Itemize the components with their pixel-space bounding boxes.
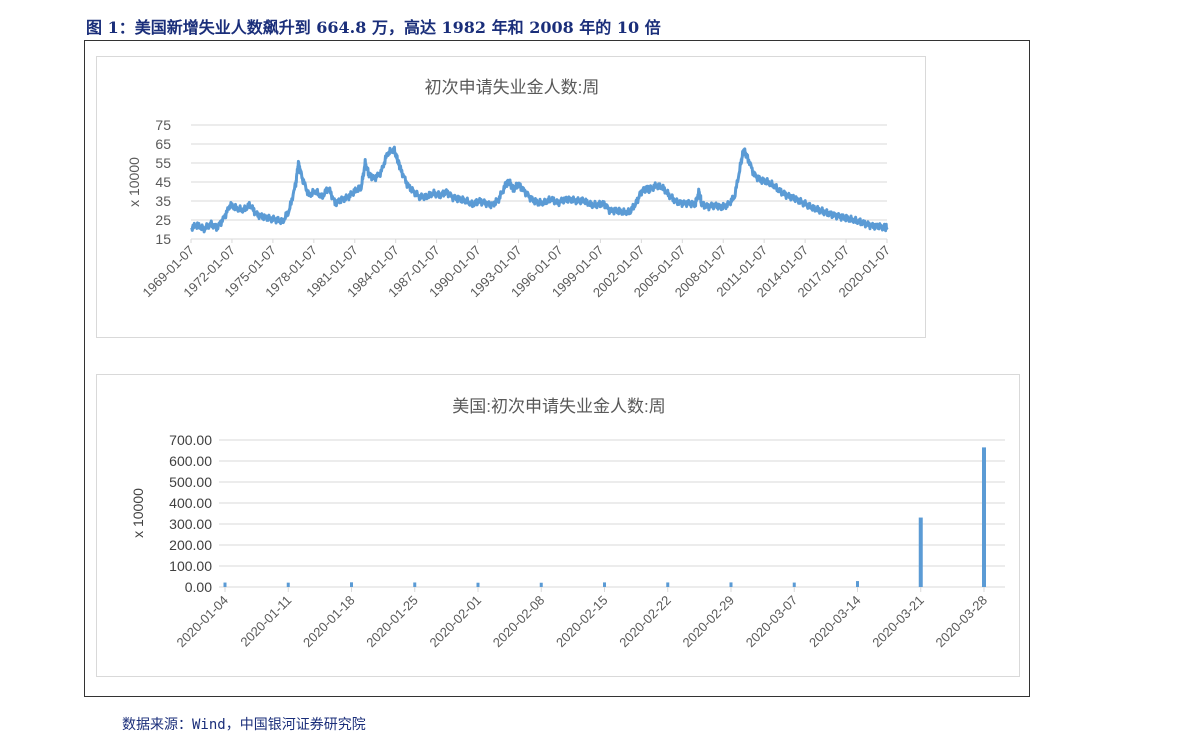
x-tick-label: 2020-03-28	[932, 593, 990, 651]
x-tick-label: 2020-03-14	[806, 593, 864, 651]
y-tick-label: 100.00	[169, 558, 212, 574]
y-tick-label: 45	[155, 174, 171, 190]
y-tick-label: 65	[155, 136, 171, 152]
x-tick-label: 2020-03-07	[743, 593, 801, 651]
source-note: 数据来源：Wind，中国银河证券研究院	[122, 717, 366, 733]
line-chart-panel: 初次申请失业金人数:周 15 25 35 45 55 65 75 x 10000 1969-01-…	[96, 56, 926, 338]
x-tick-label: 2020-01-18	[300, 593, 358, 651]
bar	[918, 517, 923, 587]
y-tick-label: 75	[155, 117, 171, 133]
y-tick-label: 35	[155, 193, 171, 209]
x-tick-label: 2020-02-29	[679, 593, 737, 651]
y-tick-label: 300.00	[169, 516, 212, 532]
chart-title: 初次申请失业金人数:周	[425, 78, 600, 97]
y-tick-label: 400.00	[169, 495, 212, 511]
bar	[603, 582, 606, 587]
bar	[982, 447, 986, 587]
bar	[413, 582, 417, 587]
bar	[792, 582, 796, 587]
bar	[286, 582, 290, 587]
y-tick-label: 0.00	[185, 579, 212, 595]
figure-title: 图 1：美国新增失业人数飙升到 664.8 万，高达 1982 年和 2008 …	[86, 18, 661, 37]
x-tick-label: 2020-02-01	[426, 593, 484, 651]
bar	[729, 582, 733, 587]
x-tick-label: 2020-02-22	[616, 593, 674, 651]
x-tick-label: 2020-03-21	[869, 593, 927, 651]
x-tick-label: 2020-02-15	[553, 593, 611, 651]
x-tick-label: 2020-01-04	[173, 593, 231, 651]
y-tick-label: 200.00	[169, 537, 212, 553]
bar	[666, 582, 670, 587]
y-axis-label: x 10000	[130, 488, 146, 538]
bar	[476, 582, 480, 587]
bar	[539, 582, 543, 587]
y-axis-label: x 10000	[126, 157, 142, 207]
x-tick-label: 2020-02-08	[490, 593, 548, 651]
bar	[350, 582, 353, 587]
y-tick-label: 700.00	[169, 432, 212, 448]
y-tick-label: 500.00	[169, 474, 212, 490]
x-tick-label: 2020-01-25	[363, 593, 421, 651]
series-line	[190, 145, 889, 234]
bar	[223, 582, 227, 587]
y-tick-label: 15	[155, 231, 171, 247]
bar-chart: 美国:初次申请失业金人数:周 0.00 100.00 200.00 300.00 400.…	[130, 397, 1005, 651]
x-tick-label: 2020-01-11	[237, 593, 294, 650]
y-tick-label: 25	[155, 212, 171, 228]
y-tick-label: 55	[155, 155, 171, 171]
bar	[856, 581, 859, 587]
chart-title: 美国:初次申请失业金人数:周	[452, 397, 665, 416]
figure-frame: 初次申请失业金人数:周 15 25 35 45 55 65 75 x 10000 1969-01-…	[84, 40, 1030, 697]
bar-chart-panel: 美国:初次申请失业金人数:周 0.00 100.00 200.00 300.00 400.…	[96, 374, 1020, 677]
y-tick-label: 600.00	[169, 453, 212, 469]
